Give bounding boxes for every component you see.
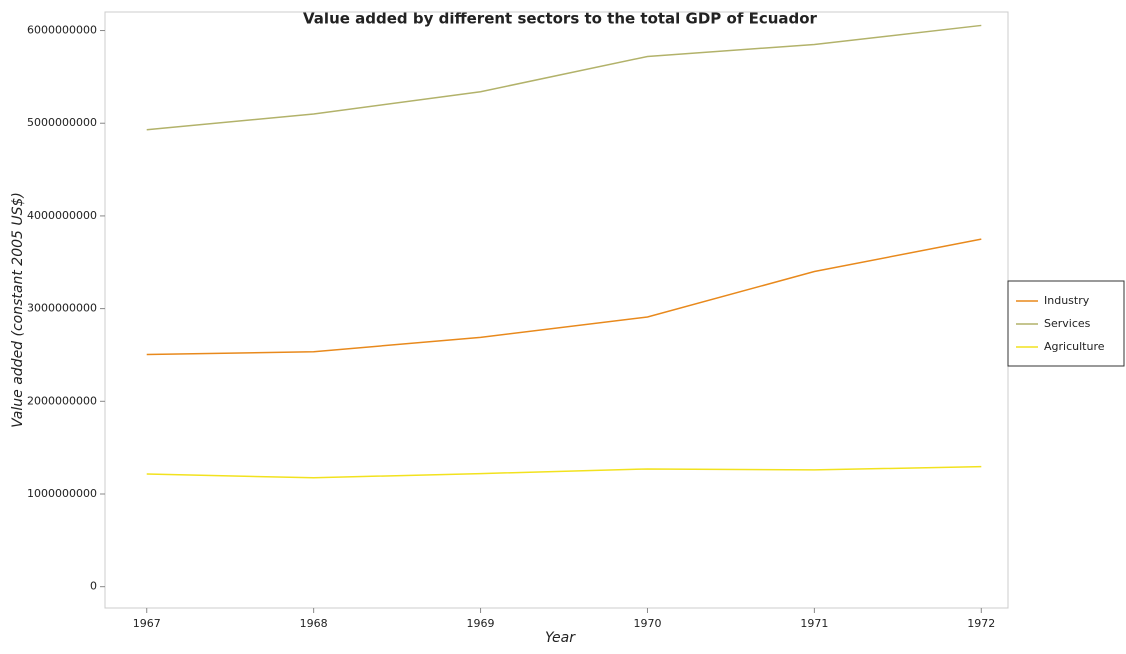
y-tick-label: 2000000000	[27, 394, 97, 407]
x-tick-label: 1971	[800, 617, 828, 630]
x-tick-label: 1968	[300, 617, 328, 630]
y-axis-label: Value added (constant 2005 US$)	[10, 192, 26, 428]
x-tick-label: 1970	[633, 617, 661, 630]
y-tick-label: 6000000000	[27, 24, 97, 37]
y-tick-label: 5000000000	[27, 116, 97, 129]
legend-label: Agriculture	[1044, 340, 1105, 353]
plot-frame	[104, 11, 1009, 609]
series-line	[146, 24, 982, 131]
y-tick-label: 1000000000	[27, 487, 97, 500]
y-tick-label: 0	[90, 580, 97, 593]
x-axis-label: Year	[545, 630, 576, 646]
y-tick-label: 4000000000	[27, 209, 97, 222]
x-tick-label: 1967	[133, 617, 161, 630]
x-tick-label: 1972	[967, 617, 995, 630]
x-tick-label: 1969	[467, 617, 495, 630]
chart-title: Value added by different sectors to the …	[303, 10, 818, 28]
y-tick-label: 3000000000	[27, 302, 97, 315]
legend-label: Services	[1044, 317, 1091, 330]
series-line	[146, 465, 982, 479]
series-line	[146, 238, 982, 356]
legend-label: Industry	[1044, 294, 1090, 307]
